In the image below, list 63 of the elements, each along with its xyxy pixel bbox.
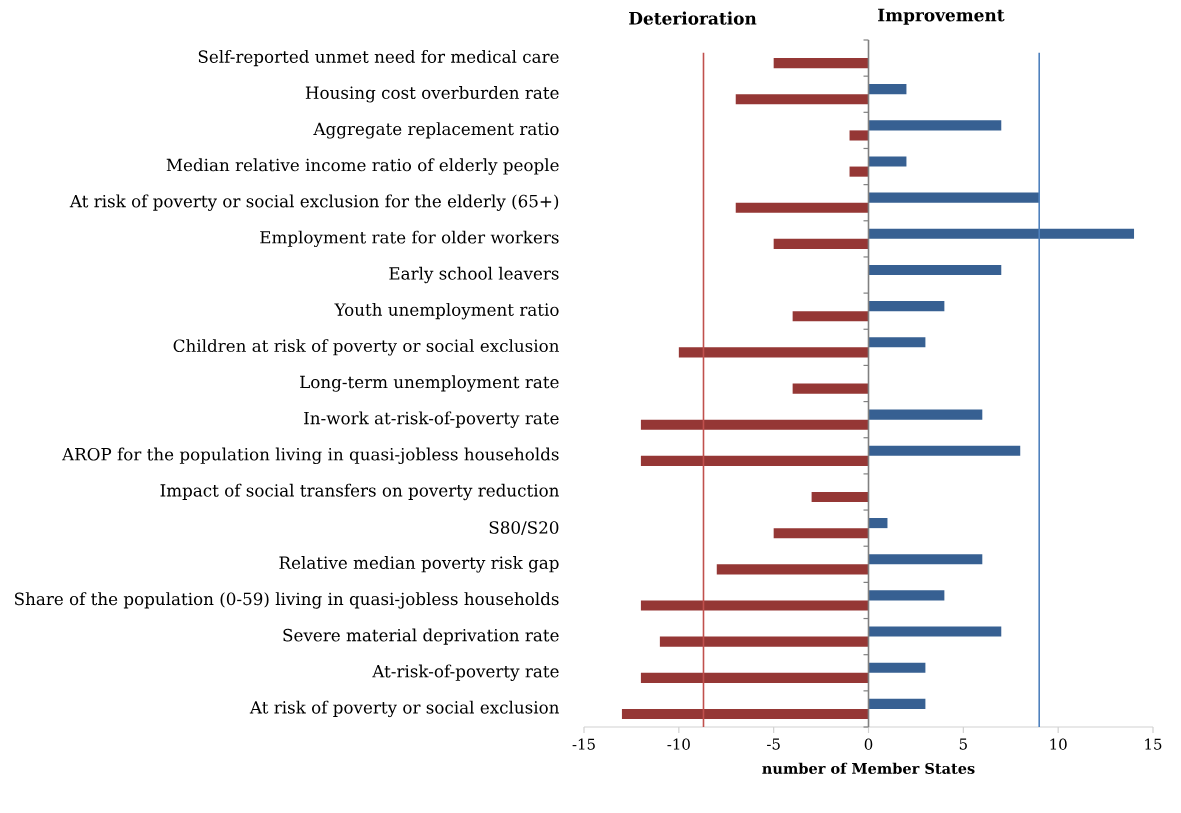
bar (735, 94, 869, 105)
bar (811, 491, 869, 503)
y-tick-label: Share of the population (0-59) living in quasi-jobless households (15, 592, 559, 609)
bar (868, 264, 1002, 276)
bar (868, 698, 926, 709)
text: Deterioration (629, 11, 757, 25)
bar (868, 228, 1135, 239)
y-tick-label: Self-reported unmet need for medical care (198, 49, 559, 67)
bar (678, 347, 869, 358)
x-tick-label: 15 (1145, 738, 1162, 750)
bar (621, 708, 869, 720)
bar (849, 130, 869, 141)
bar (868, 301, 945, 312)
bar (792, 383, 869, 394)
bar (849, 166, 869, 177)
bar (868, 156, 907, 167)
y-tick-label: Children at risk of poverty or social exclusion (173, 339, 560, 356)
bar (868, 120, 1002, 131)
y-tick-label: Median relative income ratio of elderly people (166, 158, 559, 175)
bar (868, 84, 907, 95)
x-tick-label: 10 (1050, 738, 1067, 750)
bar (640, 672, 869, 683)
y-tick-label: Severe material deprivation rate (283, 628, 559, 645)
bar (773, 528, 869, 539)
y-tick-label: S80/S20 (489, 521, 559, 536)
bar (868, 662, 926, 673)
bar (716, 564, 869, 575)
y-tick-label: Early school leavers (389, 266, 559, 284)
y-tick-label: Aggregate replacement ratio (313, 122, 559, 139)
y-tick-label: Relative median poverty risk gap (279, 556, 559, 573)
y-tick-label: In-work at-risk-of-poverty rate (304, 411, 559, 428)
bar (868, 192, 1040, 203)
y-tick-label: Employment rate for older workers (260, 230, 559, 248)
bar (868, 518, 888, 529)
y-tick-label: AROP for the population living in quasi-jobless households (61, 447, 559, 465)
bar (868, 409, 983, 420)
y-tick-label: Long-term unemployment rate (300, 375, 559, 392)
x-axis-title: number of Member States (762, 762, 975, 774)
bar (792, 311, 869, 322)
bar (868, 337, 926, 348)
y-tick-label: At risk of poverty or social exclusion for the elderly (65+) (69, 194, 559, 211)
y-tick-label: Youth unemployment ratio (334, 302, 559, 320)
bar (868, 554, 983, 565)
bar (640, 419, 869, 430)
x-tick-label: 0 (864, 738, 873, 750)
x-tick-label: -10 (667, 738, 690, 750)
bar (868, 590, 945, 601)
bar (659, 636, 869, 647)
x-tick-label: -5 (767, 738, 780, 750)
y-tick-label: At-risk-of-poverty rate (372, 664, 559, 681)
y-tick-label: Housing cost overburden rate (305, 86, 559, 103)
bar (868, 445, 1021, 456)
y-tick-label: Impact of social transfers on poverty reduction (160, 483, 559, 501)
bar (773, 238, 869, 249)
bar (640, 600, 869, 611)
text: Improvement (878, 8, 1005, 25)
bar (640, 455, 869, 466)
bar (735, 202, 869, 213)
x-tick-label: -15 (572, 738, 595, 750)
bar (868, 626, 1002, 637)
x-tick-label: 5 (959, 738, 967, 750)
y-tick-label: At risk of poverty or social exclusion (249, 700, 559, 718)
bar (773, 58, 869, 69)
